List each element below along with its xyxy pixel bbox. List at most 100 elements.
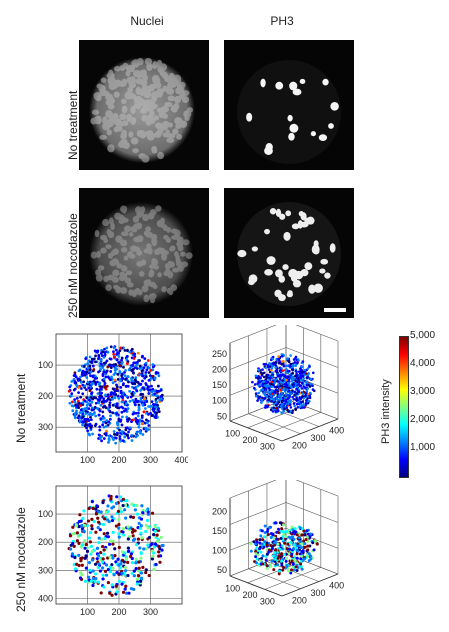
data-point xyxy=(295,533,299,537)
data-point xyxy=(260,529,264,533)
data-point xyxy=(104,563,109,567)
nucleus-spot xyxy=(106,129,112,136)
data-point xyxy=(99,550,103,555)
data-point xyxy=(152,567,156,571)
data-point xyxy=(136,574,141,578)
data-point xyxy=(94,530,98,534)
data-point xyxy=(141,386,145,390)
data-point xyxy=(283,382,286,386)
nucleus-spot xyxy=(95,269,102,277)
data-point xyxy=(140,576,144,580)
data-point xyxy=(114,367,118,371)
nucleus-spot xyxy=(119,113,127,121)
data-point xyxy=(80,527,85,531)
data-point xyxy=(102,532,106,536)
data-point xyxy=(271,375,274,378)
data-point xyxy=(270,394,273,398)
nucleus-spot xyxy=(310,131,317,137)
nucleus-spot xyxy=(132,148,139,154)
row-label-nocodazole: 250 nM nocodazole xyxy=(66,213,80,318)
data-point xyxy=(295,387,298,391)
data-point xyxy=(116,372,120,376)
data-point xyxy=(147,371,151,374)
data-point xyxy=(147,385,151,389)
data-point xyxy=(292,358,296,361)
data-point xyxy=(277,400,281,404)
data-point xyxy=(81,415,85,419)
data-point xyxy=(83,420,87,424)
data-point xyxy=(139,571,144,575)
nucleus-spot xyxy=(157,65,165,74)
colorbar-tick: 3,000 xyxy=(410,386,436,397)
data-point xyxy=(111,542,115,546)
nucleus-spot xyxy=(128,289,134,296)
nucleus-spot xyxy=(107,103,115,110)
data-point xyxy=(73,414,77,418)
data-point xyxy=(126,560,130,564)
data-point xyxy=(101,366,105,370)
data-point xyxy=(146,512,151,516)
data-point xyxy=(144,382,148,385)
data-point xyxy=(106,518,110,522)
micrograph-ph3-nocodazole xyxy=(224,188,354,318)
data-point xyxy=(132,537,137,541)
nucleus-spot xyxy=(146,130,154,137)
data-point xyxy=(111,387,115,391)
data-point xyxy=(81,516,85,521)
data-point xyxy=(99,417,103,421)
data-point xyxy=(311,371,315,375)
data-point xyxy=(291,395,294,399)
data-point xyxy=(125,354,129,358)
data-point xyxy=(138,359,142,362)
data-point xyxy=(302,529,306,533)
data-point xyxy=(112,430,116,433)
data-point xyxy=(138,546,142,550)
data-point xyxy=(123,435,127,439)
data-point xyxy=(307,552,311,556)
data-point xyxy=(121,590,126,594)
data-point xyxy=(288,394,291,398)
data-point xyxy=(104,573,109,577)
data-point xyxy=(127,591,131,595)
nucleus-spot xyxy=(105,244,112,249)
data-point xyxy=(279,374,282,378)
data-point xyxy=(100,362,103,366)
nucleus-spot xyxy=(138,271,145,277)
x-tick-label: 100 xyxy=(225,428,240,438)
nucleus-spot xyxy=(118,218,125,225)
nucleus-spot xyxy=(120,247,128,253)
nucleus-spot xyxy=(162,224,168,231)
data-point xyxy=(249,542,253,546)
nucleus-spot xyxy=(278,294,286,302)
data-point xyxy=(89,579,94,583)
data-point xyxy=(123,565,127,570)
nucleus-spot xyxy=(95,250,101,258)
data-point xyxy=(141,511,145,515)
data-point xyxy=(101,577,105,581)
nucleus-spot xyxy=(174,117,182,125)
data-point xyxy=(94,360,97,364)
y-tick-label: 200 xyxy=(38,391,53,401)
nucleus-spot xyxy=(286,292,293,298)
data-point xyxy=(274,378,277,382)
data-point xyxy=(295,561,299,565)
data-point xyxy=(101,372,105,376)
nucleus-spot xyxy=(275,208,282,217)
data-point xyxy=(304,372,308,375)
data-point xyxy=(137,566,141,570)
nucleus-spot xyxy=(108,97,116,104)
nucleus-spot xyxy=(185,252,193,260)
nucleus-spot xyxy=(288,132,295,141)
x-tick-label: 100 xyxy=(225,583,240,593)
data-point xyxy=(153,376,157,380)
data-point xyxy=(108,417,112,421)
data-point xyxy=(130,377,133,380)
data-point xyxy=(263,384,267,387)
data-point xyxy=(99,403,103,407)
data-point xyxy=(121,526,126,531)
data-point xyxy=(300,365,304,369)
data-point xyxy=(270,397,274,400)
data-point xyxy=(265,394,268,398)
nucleus-spot xyxy=(126,65,133,71)
data-point xyxy=(108,401,112,405)
